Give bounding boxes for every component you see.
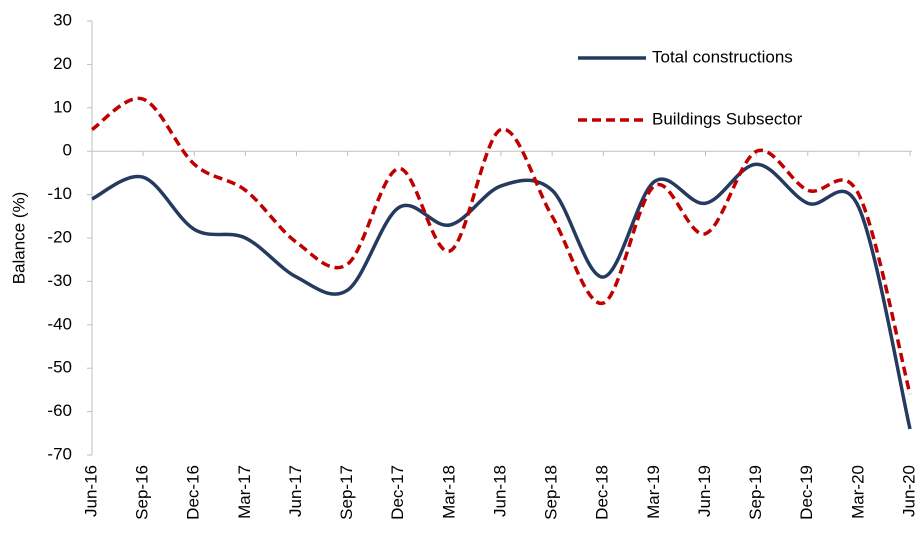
x-tick-label: Sep-16 <box>133 465 152 520</box>
x-tick-label: Dec-16 <box>184 465 203 520</box>
y-axis-label: Balance (%) <box>9 192 28 285</box>
y-tick-label: -70 <box>47 444 72 463</box>
x-tick-label: Jun-20 <box>899 465 917 517</box>
x-tick-label: Dec-18 <box>593 465 612 520</box>
x-tick-label: Sep-18 <box>542 465 561 520</box>
y-tick-label: -60 <box>47 401 72 420</box>
y-tick-label: -20 <box>47 227 72 246</box>
x-tick-label: Sep-19 <box>746 465 765 520</box>
y-tick-label: 30 <box>53 10 72 29</box>
series-line <box>91 162 912 430</box>
x-tick-label: Jun-18 <box>490 465 509 517</box>
x-tick-label: Dec-17 <box>388 465 407 520</box>
y-tick-label: 10 <box>53 97 72 116</box>
legend-label: Total constructions <box>652 47 793 66</box>
series-line <box>90 96 912 395</box>
x-tick-label: Dec-19 <box>797 465 816 520</box>
x-tick-label: Mar-19 <box>644 465 663 519</box>
y-tick-label: -40 <box>47 314 72 333</box>
y-tick-label: 0 <box>63 141 72 160</box>
y-tick-label: -50 <box>47 358 72 377</box>
x-tick-label: Sep-17 <box>337 465 356 520</box>
y-tick-label: 20 <box>53 54 72 73</box>
x-tick-label: Jun-17 <box>286 465 305 517</box>
x-tick-label: Mar-17 <box>235 465 254 519</box>
y-tick-label: -10 <box>47 184 72 203</box>
x-tick-label: Jun-19 <box>695 465 714 517</box>
x-tick-label: Jun-16 <box>81 465 100 517</box>
x-tick-label: Mar-18 <box>439 465 458 519</box>
y-tick-label: -30 <box>47 271 72 290</box>
legend-label: Buildings Subsector <box>652 109 803 128</box>
x-tick-label: Mar-20 <box>848 465 867 519</box>
